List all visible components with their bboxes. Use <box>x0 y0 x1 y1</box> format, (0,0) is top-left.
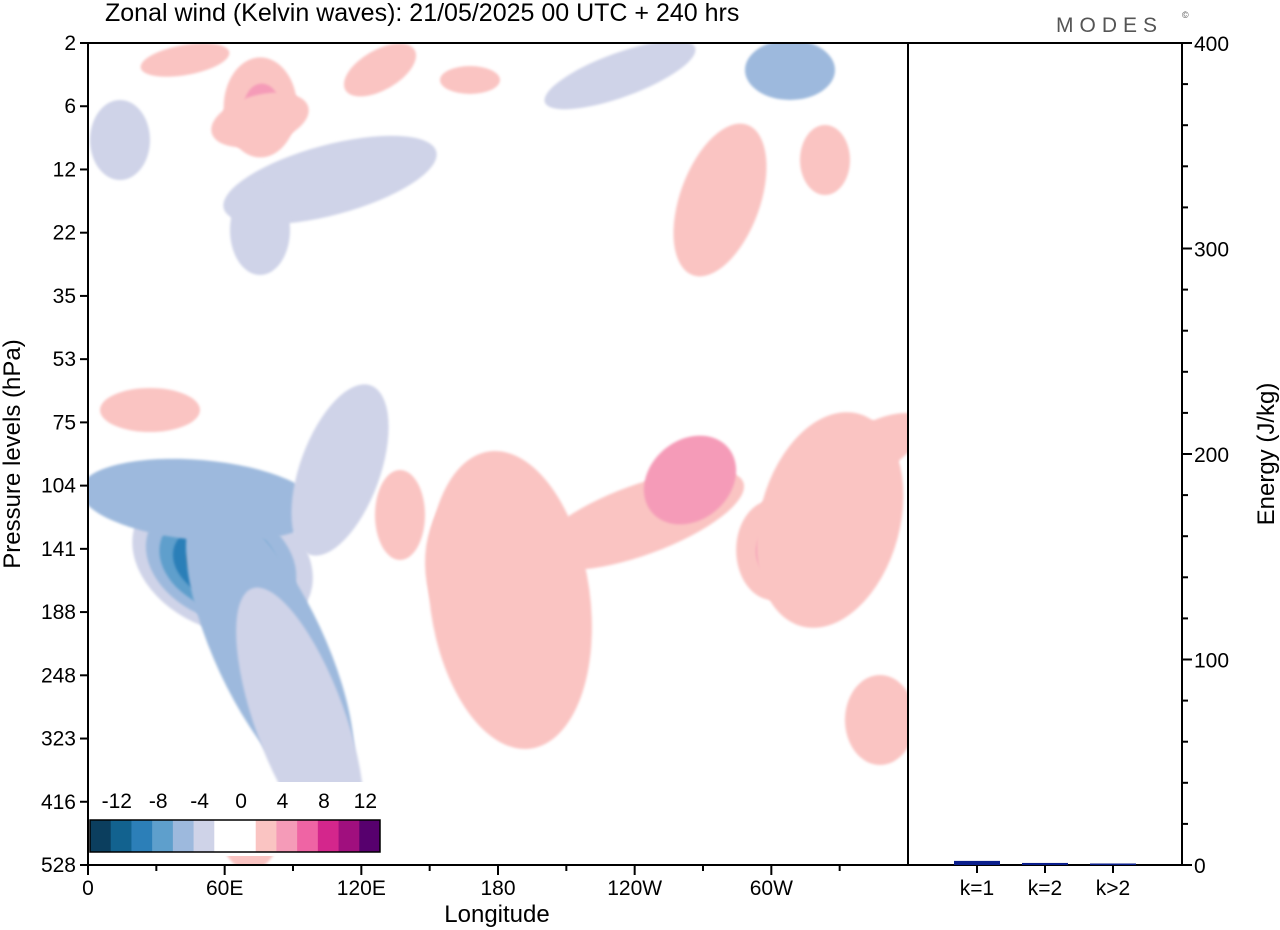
colorbar-swatch <box>214 820 236 852</box>
positive-wind-contour <box>211 92 309 148</box>
y-tick-label: 22 <box>53 222 76 245</box>
x-axis-label: Longitude <box>444 901 549 928</box>
positive-wind-contour <box>140 43 230 77</box>
y-tick-label: 248 <box>41 664 76 687</box>
energy-tick-label: 100 <box>1194 650 1229 673</box>
pressure-axis: 2 6 12 22 35 53 75 104 141 188 248 323 416 528 <box>41 32 88 877</box>
brand-registered-mark: © <box>1182 10 1189 20</box>
colorbar-swatch <box>276 820 298 852</box>
y-tick-label: 528 <box>41 854 76 877</box>
energy-axis: 0 100 200 300 400 <box>1182 33 1229 878</box>
colorbar-swatch <box>255 820 277 852</box>
colorbar-label: -12 <box>102 790 132 813</box>
x-tick-label: 120W <box>607 877 662 900</box>
positive-wind-contour <box>428 451 592 749</box>
y-tick-label: 323 <box>41 728 76 751</box>
x-tick-label: 0 <box>82 877 94 900</box>
positive-wind-contour <box>643 435 737 525</box>
positive-wind-contour <box>816 413 908 487</box>
y-axis-label: Pressure levels (hPa) <box>0 339 26 568</box>
colorbar: -12 -8 -4 0 4 8 12 <box>88 782 382 856</box>
colorbar-swatch <box>317 820 340 852</box>
colorbar-label: 0 <box>235 790 247 813</box>
y-tick-label: 12 <box>53 158 76 181</box>
energy-plot-frame <box>907 42 1183 866</box>
negative-wind-contour <box>90 100 150 180</box>
energy-tick-label: 0 <box>1194 855 1206 878</box>
negative-wind-contour <box>544 43 696 110</box>
energy-category-label: k=2 <box>1028 877 1062 900</box>
colorbar-label: -8 <box>149 790 168 813</box>
y-tick-label: 141 <box>41 538 76 561</box>
energy-tick-label: 200 <box>1194 444 1229 467</box>
colorbar-swatch <box>172 820 195 852</box>
energy-axis-label: Energy (J/kg) <box>1253 383 1280 526</box>
y-tick-label: 2 <box>64 32 76 55</box>
colorbar-label: 12 <box>354 790 377 813</box>
energy-tick-label: 300 <box>1194 239 1229 262</box>
y-tick-label: 53 <box>53 348 76 371</box>
wind-contour-field <box>88 43 908 865</box>
x-tick-label: 60W <box>750 877 793 900</box>
negative-wind-contour <box>230 185 290 275</box>
energy-bar <box>1022 862 1068 865</box>
y-tick-label: 104 <box>41 475 76 498</box>
x-tick-label: 60E <box>206 877 243 900</box>
energy-category-label: k=1 <box>960 877 994 900</box>
positive-wind-contour <box>343 43 417 97</box>
y-tick-label: 35 <box>53 285 76 308</box>
chart-title: Zonal wind (Kelvin waves): 21/05/2025 00… <box>105 0 739 27</box>
colorbar-swatch <box>110 820 132 852</box>
energy-bar <box>1090 863 1136 865</box>
positive-wind-contour <box>100 388 200 432</box>
energy-category-label: k>2 <box>1096 877 1130 900</box>
colorbar-swatch <box>152 820 174 852</box>
colorbar-frame <box>89 819 381 853</box>
y-tick-label: 188 <box>41 601 76 624</box>
negative-wind-contour <box>745 43 835 100</box>
y-tick-label: 416 <box>41 791 76 814</box>
x-tick-label: 120E <box>337 877 386 900</box>
colorbar-swatch <box>359 820 381 852</box>
negative-wind-contour <box>88 458 320 542</box>
colorbar-swatch <box>90 820 112 852</box>
x-tick-label: 180 <box>480 877 515 900</box>
positive-wind-contour <box>375 470 425 560</box>
energy-bars: k=1 k=2 k>2 <box>954 860 1136 900</box>
energy-tick-label: 400 <box>1194 33 1229 56</box>
colorbar-label: 8 <box>318 790 330 813</box>
colorbar-label: 4 <box>277 790 289 813</box>
negative-wind-contour <box>291 384 389 556</box>
y-tick-label: 75 <box>53 411 76 434</box>
energy-bar <box>954 860 1000 865</box>
brand-logo: MODES <box>1056 14 1163 37</box>
colorbar-label: -4 <box>190 790 209 813</box>
y-tick-label: 6 <box>64 95 76 118</box>
positive-wind-contour <box>440 66 500 94</box>
colorbar-swatch <box>235 820 257 852</box>
longitude-axis: 0 60E 120E 180 120W 60W <box>82 865 841 900</box>
colorbar-swatch <box>297 820 319 852</box>
colorbar-swatch <box>131 820 153 852</box>
colorbar-swatch <box>338 820 360 852</box>
positive-wind-contour <box>673 123 767 277</box>
colorbar-swatch <box>193 820 215 852</box>
positive-wind-contour <box>800 125 850 195</box>
positive-wind-contour <box>845 675 908 765</box>
